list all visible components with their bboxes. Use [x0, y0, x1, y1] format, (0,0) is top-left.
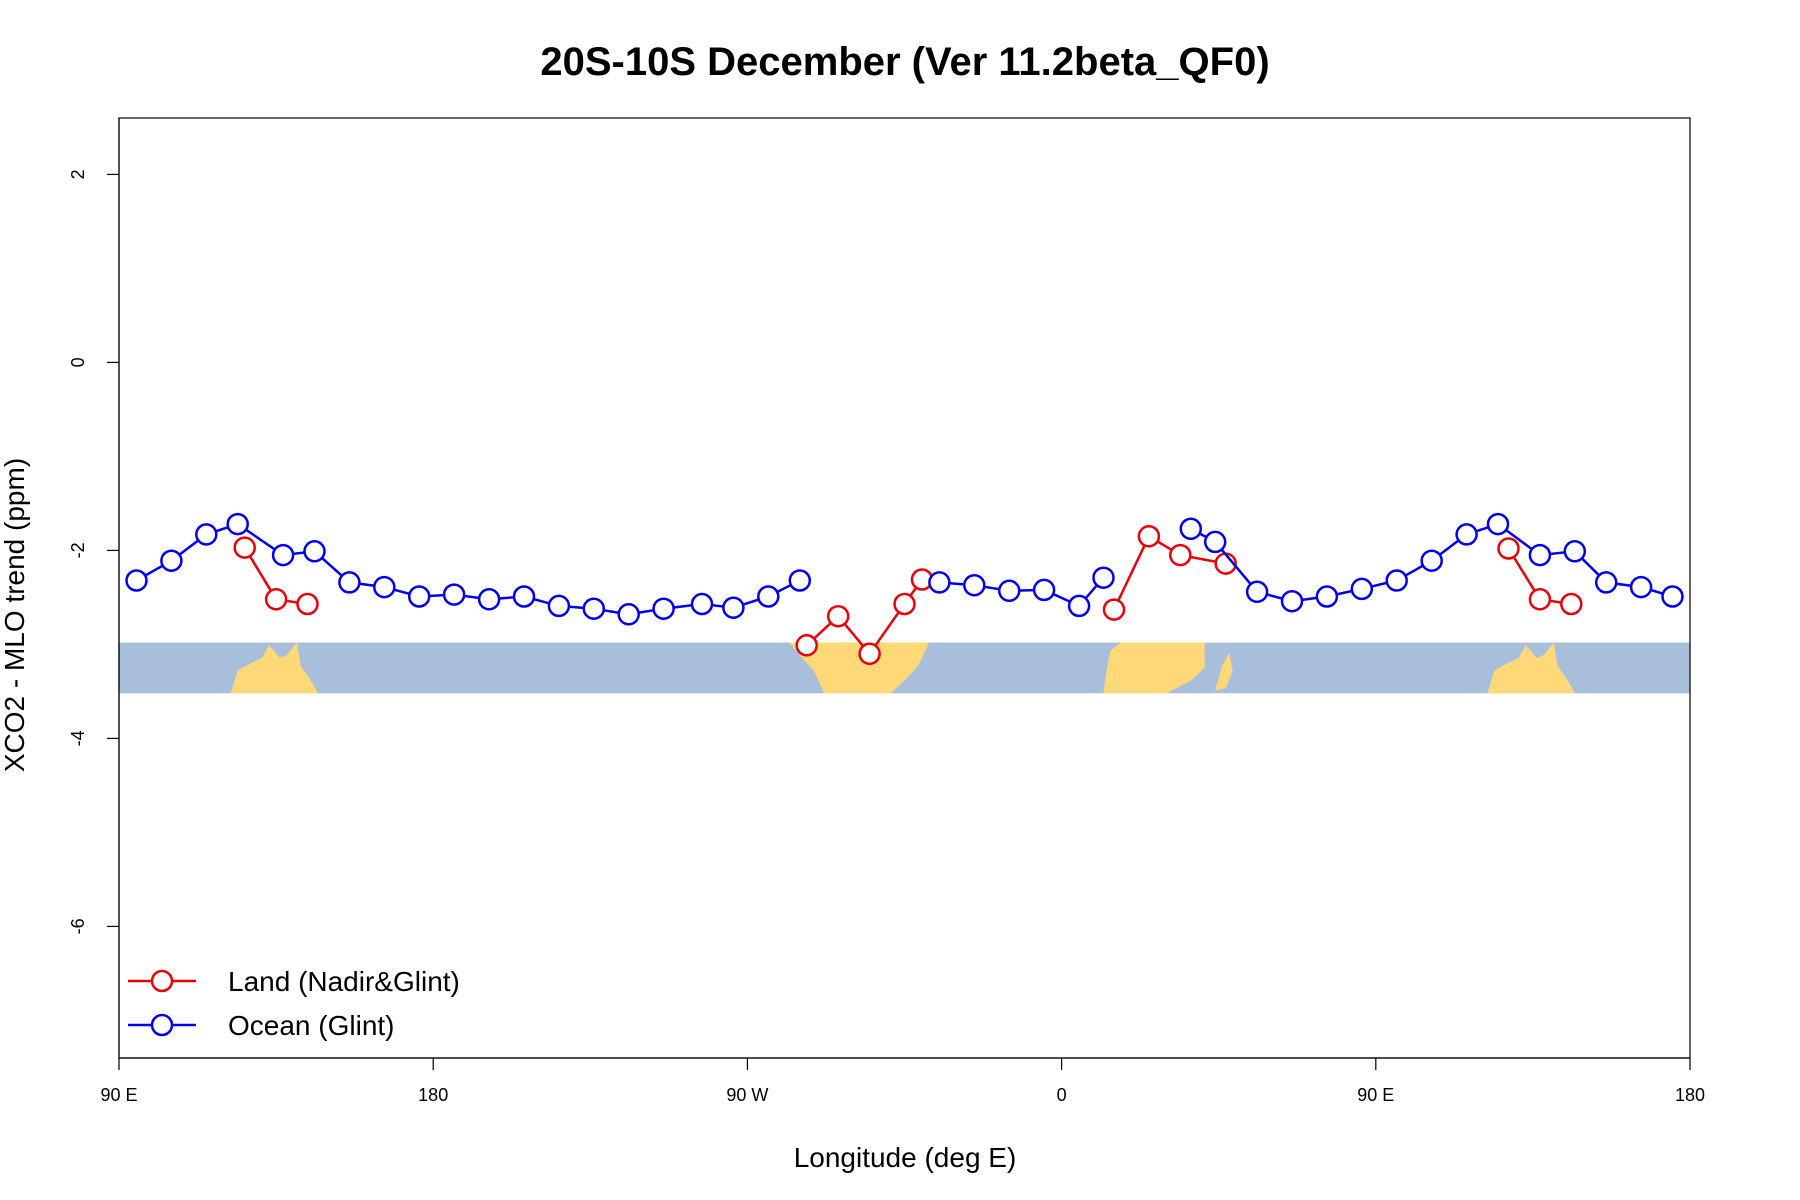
data-point-ocean — [788, 569, 812, 592]
data-point-land — [1102, 598, 1126, 621]
data-point-ocean — [757, 585, 780, 608]
data-point-ocean — [1092, 566, 1115, 589]
data-point-ocean — [1455, 523, 1478, 546]
series-line-land — [1112, 534, 1226, 611]
data-point-ocean — [512, 585, 536, 608]
data-point-ocean — [1067, 594, 1091, 618]
map-land-australia — [1487, 642, 1575, 694]
data-point-ocean — [1179, 517, 1203, 541]
data-point-ocean — [1629, 575, 1653, 599]
legend-land-label: Land (Nadir&Glint) — [228, 966, 460, 997]
data-point-ocean — [1486, 512, 1510, 536]
legend-ocean-marker — [150, 1013, 174, 1037]
data-point-ocean — [1661, 585, 1684, 608]
legend-ocean-label: Ocean (Glint) — [228, 1010, 395, 1041]
y-tick-label: -2 — [68, 542, 88, 558]
data-point-ocean — [1032, 578, 1056, 602]
data-point-ocean — [1350, 577, 1374, 601]
data-point-ocean — [373, 575, 396, 599]
chart-title: 20S-10S December (Ver 11.2beta_QF0) — [540, 40, 1269, 84]
data-point-land — [858, 642, 881, 666]
x-axis-label: Longitude (deg E) — [794, 1142, 1017, 1173]
map-land-africa — [1103, 642, 1205, 694]
data-point-land — [1560, 592, 1583, 616]
legend-land-marker — [150, 969, 174, 993]
x-tick-label: 90 W — [726, 1085, 768, 1105]
map-land-madagascar — [1215, 652, 1233, 691]
data-point-ocean — [1245, 580, 1269, 604]
data-point-ocean — [1528, 543, 1552, 567]
data-point-land — [893, 592, 916, 616]
data-point-land — [1497, 537, 1520, 560]
data-point-land — [795, 634, 818, 657]
legend: Land (Nadir&Glint) Ocean (Glint) — [128, 966, 460, 1041]
data-point-ocean — [271, 543, 295, 567]
x-tick-label: 0 — [1057, 1085, 1067, 1105]
data-point-ocean — [1563, 540, 1587, 563]
data-point-ocean — [722, 596, 745, 619]
data-point-ocean — [226, 512, 249, 536]
data-point-ocean — [928, 571, 951, 594]
data-point-ocean — [617, 603, 640, 626]
data-point-ocean — [477, 588, 501, 611]
series-land — [233, 525, 1583, 666]
data-point-land — [264, 588, 288, 611]
data-point-ocean — [652, 597, 675, 620]
data-point-ocean — [1315, 585, 1339, 608]
map-land-south-america — [789, 642, 929, 694]
data-point-land — [296, 592, 319, 616]
y-tick-label: -6 — [68, 918, 88, 934]
y-axis: 2 0 -2 -4 -6 — [68, 118, 120, 1058]
data-point-ocean — [547, 594, 571, 618]
data-point-land — [233, 536, 256, 559]
series-ocean — [125, 512, 1684, 626]
x-tick-label: 180 — [418, 1085, 448, 1105]
data-point-ocean — [442, 583, 466, 606]
y-tick-label: 0 — [68, 357, 88, 367]
x-tick-label: 180 — [1675, 1085, 1705, 1105]
data-point-ocean — [582, 597, 606, 620]
data-point-ocean — [963, 573, 986, 597]
data-point-land — [1169, 543, 1192, 567]
data-point-ocean — [407, 585, 431, 608]
data-point-ocean — [1420, 549, 1443, 572]
map-land-australia — [230, 642, 318, 694]
data-point-ocean — [1385, 569, 1408, 592]
data-point-ocean — [997, 579, 1021, 603]
data-point-ocean — [195, 523, 218, 546]
data-point-land — [826, 604, 850, 628]
data-point-ocean — [1280, 589, 1304, 613]
data-point-ocean — [338, 571, 361, 594]
series-layer — [125, 512, 1684, 666]
x-tick-label: 90 E — [100, 1085, 137, 1105]
y-tick-label: 2 — [68, 169, 88, 179]
x-tick-label: 90 E — [1357, 1085, 1394, 1105]
x-axis: 90 E 180 90 W 0 90 E 180 — [100, 1057, 1705, 1105]
data-point-ocean — [125, 569, 148, 592]
data-point-land — [1137, 525, 1161, 548]
y-axis-label: XCO2 - MLO trend (ppm) — [0, 458, 30, 772]
data-point-land — [1528, 588, 1552, 611]
data-point-ocean — [160, 549, 183, 572]
data-point-ocean — [303, 540, 326, 563]
data-point-ocean — [1203, 530, 1227, 554]
data-point-ocean — [690, 592, 714, 616]
data-point-ocean — [1594, 571, 1618, 594]
y-tick-label: -4 — [68, 730, 88, 746]
map-band — [119, 642, 1690, 694]
